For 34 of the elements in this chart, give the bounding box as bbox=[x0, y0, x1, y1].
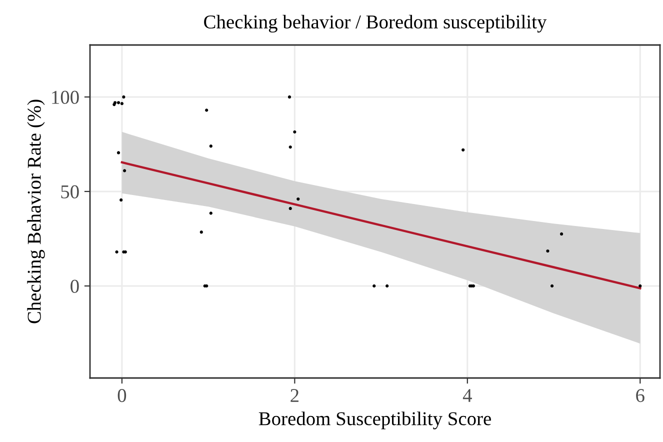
point bbox=[116, 101, 120, 104]
line-series bbox=[120, 161, 642, 290]
point bbox=[288, 146, 292, 149]
point bbox=[293, 130, 296, 134]
y-tick-label: 0 bbox=[70, 280, 79, 293]
x-tick-label: 0 bbox=[118, 388, 126, 402]
x-axis-title: Boredom Susceptibility Score bbox=[258, 412, 491, 430]
y-axis-title: Checking Behavior Rate (%) bbox=[27, 100, 45, 324]
y-tick-label: 100 bbox=[52, 90, 79, 104]
point bbox=[372, 284, 376, 288]
point bbox=[560, 232, 564, 236]
y-tick-label: 50 bbox=[61, 185, 79, 198]
point bbox=[115, 250, 118, 254]
point bbox=[120, 102, 124, 106]
x-tick-label: 6 bbox=[636, 389, 644, 402]
point bbox=[205, 108, 208, 112]
x-tick-label: 2 bbox=[290, 389, 298, 402]
point bbox=[122, 95, 126, 99]
point bbox=[386, 284, 389, 288]
point bbox=[209, 144, 212, 148]
x-tick-label: 4 bbox=[462, 389, 472, 402]
point bbox=[200, 230, 203, 234]
point bbox=[296, 197, 300, 201]
point bbox=[288, 206, 292, 210]
chart-title: Checking behavior / Boredom susceptibility bbox=[204, 14, 547, 33]
point bbox=[120, 198, 123, 202]
point bbox=[288, 95, 292, 99]
point bbox=[122, 169, 126, 172]
point bbox=[209, 212, 212, 215]
point bbox=[462, 148, 465, 152]
point bbox=[638, 284, 642, 288]
point bbox=[546, 249, 550, 253]
point bbox=[116, 151, 120, 154]
point bbox=[550, 284, 554, 288]
